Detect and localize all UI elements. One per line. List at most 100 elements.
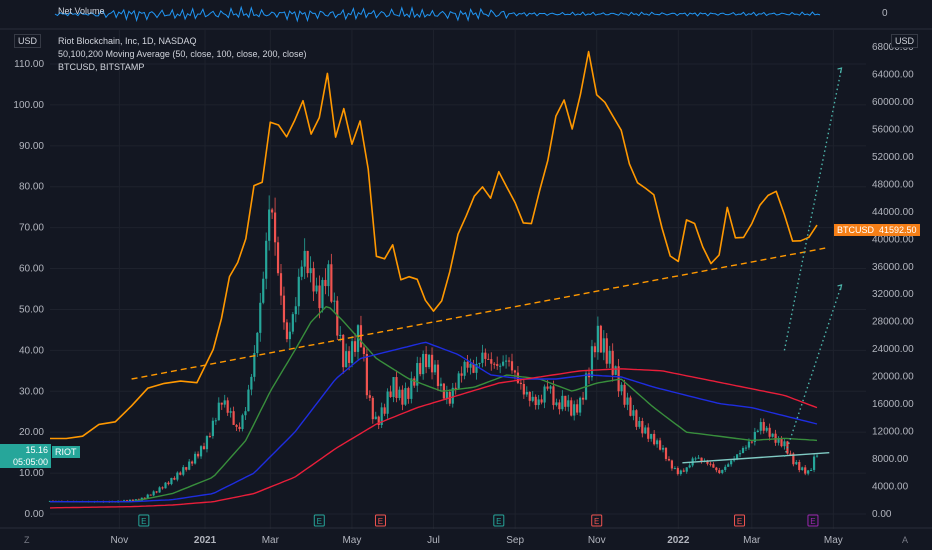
riot-candle: [507, 360, 511, 362]
riot-candle: [727, 464, 730, 467]
riot-candle: [718, 470, 721, 473]
riot-candle: [226, 400, 229, 413]
riot-candle: [712, 464, 715, 468]
riot-candle: [750, 441, 753, 443]
riot-candle: [789, 453, 792, 455]
riot-candle: [685, 467, 688, 472]
riot-candle: [291, 314, 294, 332]
riot-candle: [265, 240, 268, 279]
left-price-axis[interactable]: 0.00 10.00 20.00 30.00 40.00 50.00 60.00 70.00 8…: [13, 59, 44, 520]
riot-candle: [185, 467, 188, 470]
riot-candle: [644, 427, 647, 434]
riot-candle: [555, 402, 558, 406]
riot-candle: [321, 279, 324, 309]
riot-countdown-tag: 05:05:00: [0, 456, 51, 468]
riot-candle: [247, 389, 250, 412]
riot-candle: [217, 402, 220, 421]
riot-candle: [134, 499, 137, 502]
riot-candle: [795, 461, 798, 465]
riot-candle: [570, 400, 573, 416]
riot-candle: [499, 365, 502, 367]
projection-arrow-head: [837, 67, 843, 74]
left-unit-label[interactable]: USD: [14, 34, 42, 48]
riot-candle: [653, 433, 656, 445]
riot-candle: [371, 397, 374, 420]
riot-candle: [294, 306, 297, 315]
earnings-marker: [313, 514, 325, 527]
time-tick-label: 2021: [194, 535, 217, 546]
left-tick-label: 20.00: [19, 427, 44, 438]
auto-scale-icon[interactable]: A: [902, 535, 909, 545]
right-unit-label[interactable]: USD: [891, 34, 919, 48]
riot-candle: [220, 402, 223, 405]
zoom-icon[interactable]: Z: [24, 535, 30, 545]
riot-candle: [611, 350, 614, 375]
riot-candle: [401, 389, 404, 405]
riot-candle: [460, 373, 463, 376]
riot-candle: [801, 467, 804, 471]
riot-candle: [377, 416, 380, 425]
time-tick-label: Nov: [110, 535, 128, 546]
left-tick-label: 80.00: [19, 182, 44, 193]
riot-candle: [191, 461, 194, 464]
riot-candle: [531, 396, 534, 401]
riot-candle: [238, 426, 241, 430]
riot-candle: [430, 354, 434, 373]
riot-candle: [445, 391, 448, 399]
riot-candle: [744, 447, 748, 449]
annotations: [131, 67, 843, 464]
moving-averages: [49, 305, 818, 509]
riot-candle: [463, 361, 466, 376]
riot-candle: [250, 376, 253, 390]
riot-candle: [466, 361, 469, 368]
riot-candle: [540, 399, 543, 403]
riot-candle: [576, 404, 579, 413]
riot-candle: [798, 461, 801, 471]
legend-ma[interactable]: 50,100,200 Moving Average (50, close, 10…: [58, 49, 307, 59]
riot-candle: [738, 453, 742, 455]
riot-candle: [179, 472, 182, 475]
riot-candle: [650, 433, 653, 439]
riot-candle: [596, 325, 599, 353]
riot-candle: [721, 469, 724, 473]
btc-symbol-tag: BTCUSD: [834, 224, 878, 236]
riot-candle: [202, 446, 206, 450]
riot-candle: [300, 266, 303, 277]
riot-candle: [815, 455, 819, 457]
riot-candle: [318, 285, 321, 309]
riot-candle: [244, 411, 247, 416]
riot-candle: [398, 389, 401, 398]
legend-btc[interactable]: BTCUSD, BITSTAMP: [58, 62, 145, 72]
btc-price-tag: 41592.50: [876, 224, 920, 236]
riot-candle: [350, 341, 354, 363]
ma-line-ma-50: [50, 305, 818, 503]
riot-candle: [271, 209, 274, 213]
annotation-projection: [783, 67, 843, 351]
btc-series-line: [50, 50, 818, 440]
riot-candle: [783, 441, 786, 447]
riot-candle: [502, 361, 505, 366]
right-tick-label: 24000.00: [872, 344, 914, 355]
riot-candle: [537, 399, 540, 406]
net-volume-pane: [54, 5, 821, 23]
riot-candle: [315, 285, 318, 292]
time-axis[interactable]: Nov 2021 Mar May Jul Sep Nov 2022 Mar May: [110, 535, 842, 546]
riot-candle: [303, 250, 306, 267]
riot-candle: [573, 404, 576, 416]
left-tick-label: 60.00: [19, 264, 44, 275]
riot-candle: [386, 391, 389, 414]
riot-candle: [149, 494, 152, 496]
riot-candle: [567, 400, 570, 407]
riot-candle: [638, 421, 641, 427]
riot-candle: [330, 264, 333, 302]
riot-candle: [667, 458, 671, 461]
right-tick-label: 16000.00: [872, 399, 914, 410]
riot-candle: [558, 402, 561, 410]
riot-candle: [324, 279, 327, 287]
riot-candle: [525, 391, 528, 395]
legend-title[interactable]: Riot Blockchain, Inc, 1D, NASDAQ: [58, 36, 197, 46]
right-price-axis[interactable]: 0.00 4000.00 8000.00 12000.00 16000.00 20000.…: [872, 42, 914, 520]
earnings-marker-label: E: [594, 517, 599, 526]
time-tick-label: May: [342, 535, 361, 546]
